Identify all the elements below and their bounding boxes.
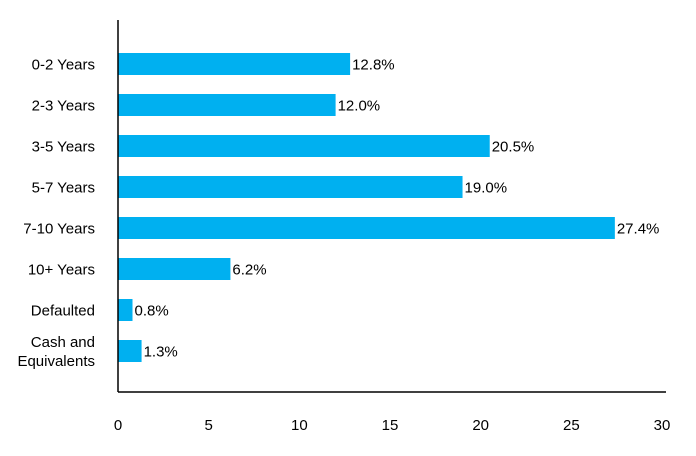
value-label-3: 20.5% — [492, 139, 535, 156]
category-label-line: 5-7 Years — [32, 180, 95, 197]
category-label-3: 3-5 Years — [32, 139, 95, 156]
category-label-line: 0-2 Years — [32, 57, 95, 74]
value-label-4: 19.0% — [465, 180, 508, 197]
bar-2 — [118, 94, 336, 116]
value-label-7: 0.8% — [135, 303, 169, 320]
value-label-6: 6.2% — [232, 262, 266, 279]
bar-4 — [118, 176, 463, 198]
x-tick-labels-group: 0 5 10 15 20 25 30 — [114, 417, 671, 434]
category-label-line: Equivalents — [17, 353, 95, 370]
x-tick-label-10: 10 — [291, 417, 308, 434]
bar-7 — [118, 299, 133, 321]
category-label-8: Cash and Equivalents — [17, 334, 95, 370]
category-label-line: 7-10 Years — [23, 221, 95, 238]
bars-group — [118, 53, 615, 362]
value-label-5: 27.4% — [617, 221, 660, 238]
bar-8 — [118, 340, 142, 362]
category-label-line: 3-5 Years — [32, 139, 95, 156]
value-labels-group: 12.8% 12.0% 20.5% 19.0% 27.4% 6.2% 0.8% 1.3% — [135, 57, 660, 361]
category-label-5: 7-10 Years — [23, 221, 95, 238]
x-tick-label-20: 20 — [472, 417, 489, 434]
category-label-line: 10+ Years — [28, 262, 95, 279]
x-tick-label-0: 0 — [114, 417, 122, 434]
bar-5 — [118, 217, 615, 239]
category-label-7: Defaulted — [31, 303, 95, 320]
x-tick-label-5: 5 — [204, 417, 212, 434]
category-label-4: 5-7 Years — [32, 180, 95, 197]
category-label-line: Defaulted — [31, 303, 95, 320]
x-tick-label-15: 15 — [382, 417, 399, 434]
category-label-6: 10+ Years — [28, 262, 95, 279]
category-label-line: Cash and — [31, 334, 95, 351]
category-label-line: 2-3 Years — [32, 98, 95, 115]
value-label-1: 12.8% — [352, 57, 395, 74]
x-tick-label-25: 25 — [563, 417, 580, 434]
bar-3 — [118, 135, 490, 157]
category-label-1: 0-2 Years — [32, 57, 95, 74]
value-label-8: 1.3% — [144, 344, 178, 361]
bar-1 — [118, 53, 351, 75]
category-label-2: 2-3 Years — [32, 98, 95, 115]
category-labels-group: 0-2 Years 2-3 Years 3-5 Years 5-7 Years 7-10… — [17, 57, 95, 371]
bar-6 — [118, 258, 231, 280]
x-tick-label-30: 30 — [654, 417, 671, 434]
value-label-2: 12.0% — [338, 98, 381, 115]
